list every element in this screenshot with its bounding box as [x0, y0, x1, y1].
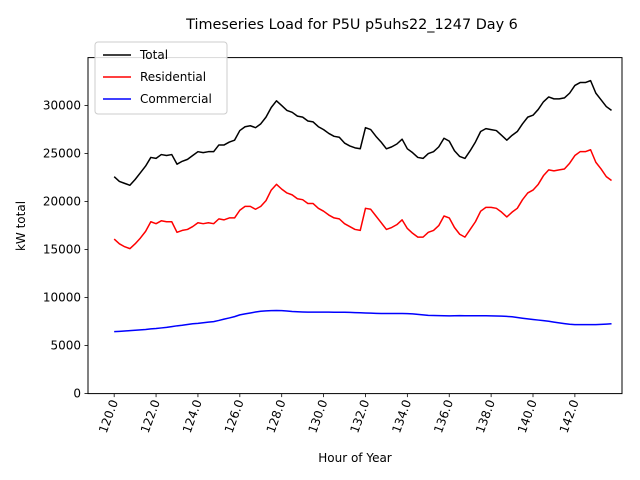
x-axis-label: Hour of Year — [318, 451, 392, 465]
plot-frame — [87, 57, 623, 395]
y-axis-label: kW total — [14, 201, 28, 251]
series-layer — [113, 79, 612, 333]
legend-box — [94, 41, 228, 115]
legend-label-commercial: Commercial — [140, 92, 212, 106]
y-tick-label: 5000 — [50, 339, 81, 353]
y-tick-label: 0 — [73, 387, 81, 401]
series-line-commercial — [114, 309, 612, 333]
chart-title: Timeseries Load for P5U p5uhs22_1247 Day… — [185, 17, 518, 33]
y-axis: 0 5000 10000 15000 20000 25000 30000 — [43, 99, 88, 401]
y-tick-label: 30000 — [43, 99, 81, 113]
y-tick-label: 10000 — [43, 291, 81, 305]
y-tick-label: 20000 — [43, 195, 81, 209]
series-line-total — [113, 79, 612, 187]
series-line-residential — [113, 149, 612, 250]
legend-label-total: Total — [139, 48, 168, 62]
legend: Total Residential Commercial — [94, 41, 228, 115]
y-tick-label: 15000 — [43, 243, 81, 257]
legend-label-residential: Residential — [140, 70, 206, 84]
y-tick-label: 25000 — [43, 147, 81, 161]
